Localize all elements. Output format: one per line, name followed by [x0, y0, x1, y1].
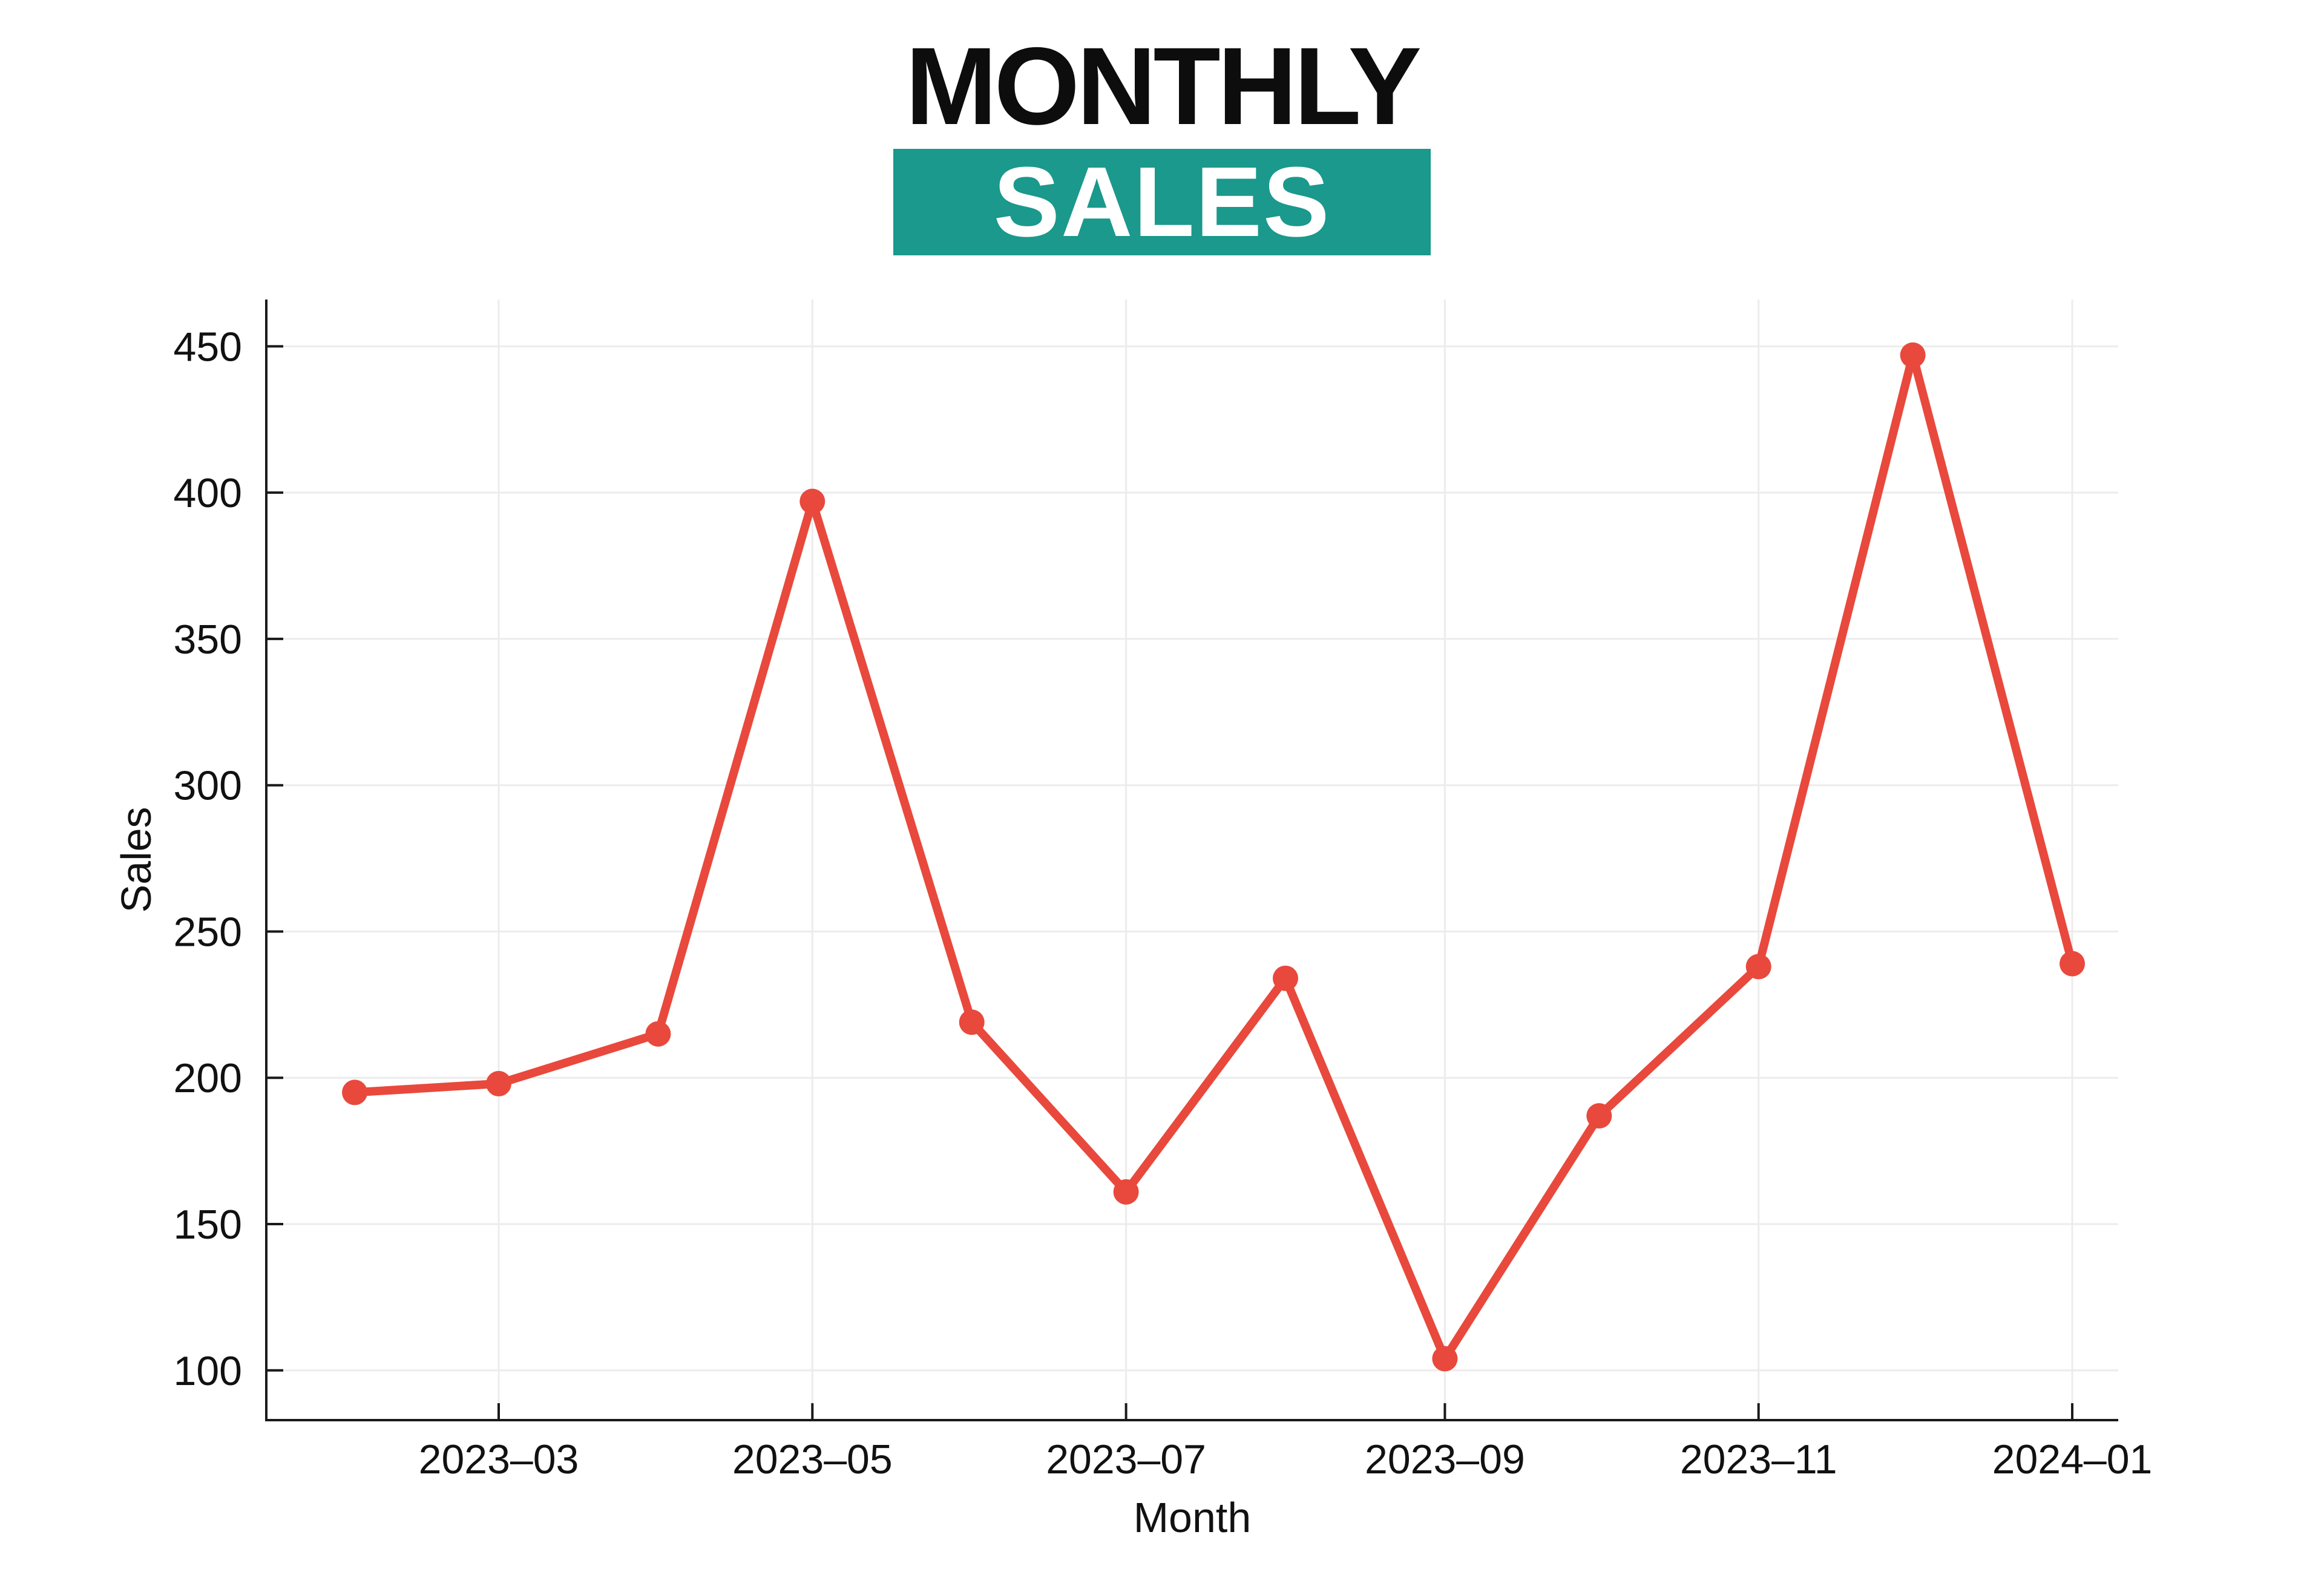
- x-tick-label: 2023–07: [1046, 1436, 1206, 1482]
- x-tick-label: 2023–03: [419, 1436, 579, 1482]
- data-point-2023-06: [959, 1009, 985, 1035]
- x-axis-title: Month: [1133, 1494, 1252, 1541]
- y-tick-label: 450: [174, 324, 242, 370]
- data-point-2023-11: [1745, 954, 1771, 980]
- y-tick-label: 400: [174, 470, 242, 516]
- x-tick-label: 2024–01: [1992, 1436, 2153, 1482]
- y-tick-label: 350: [174, 617, 242, 663]
- sales-line: [350, 350, 2076, 1363]
- data-point-2023-03: [486, 1070, 511, 1096]
- data-point-2023-02: [342, 1079, 368, 1105]
- x-tick-label: 2023–09: [1365, 1436, 1525, 1482]
- y-tick-label: 300: [174, 763, 242, 809]
- title-banner: SALES: [893, 149, 1431, 255]
- y-axis-title: Sales: [113, 807, 160, 913]
- data-point-2023-05: [799, 488, 826, 514]
- title-monthly: MONTHLY: [905, 24, 1422, 148]
- data-point-2023-10: [1586, 1103, 1612, 1129]
- data-point-2023-07: [1113, 1179, 1139, 1205]
- y-tick-label: 200: [174, 1055, 242, 1101]
- x-tick-label: 2023–11: [1680, 1436, 1837, 1482]
- y-tick-label: 100: [174, 1348, 242, 1394]
- y-tick-label: 150: [174, 1202, 242, 1248]
- title-sales: SALES: [993, 146, 1331, 257]
- chart-title-block: MONTHLY SALES: [0, 31, 2324, 255]
- data-point-2023-09: [1432, 1346, 1458, 1372]
- y-tick-label: 250: [174, 909, 242, 955]
- data-point-2023-12: [1900, 342, 1926, 368]
- data-point-2023-08: [1273, 965, 1298, 991]
- data-point-2023-04: [645, 1021, 671, 1047]
- data-point-2024-01: [2060, 951, 2085, 977]
- x-tick-label: 2023–05: [732, 1436, 893, 1482]
